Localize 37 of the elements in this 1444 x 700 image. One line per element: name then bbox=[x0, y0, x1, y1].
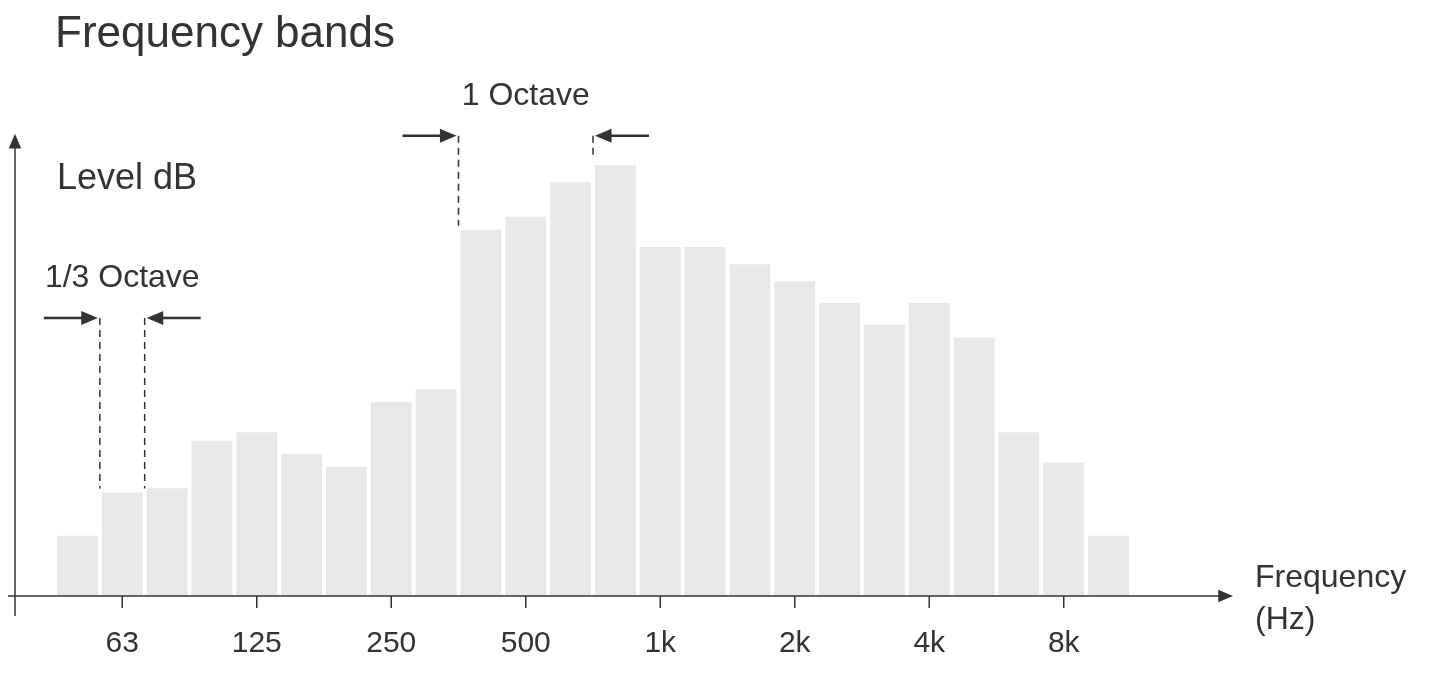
bar bbox=[281, 453, 322, 596]
bar bbox=[1088, 535, 1129, 596]
bar bbox=[370, 402, 412, 596]
bar bbox=[57, 535, 98, 596]
x-tick-label: 2k bbox=[778, 625, 812, 659]
bar bbox=[639, 246, 681, 596]
chart-title: Frequency bands bbox=[55, 6, 395, 56]
x-tick-label: 4k bbox=[913, 625, 947, 659]
bar bbox=[908, 302, 950, 596]
bar bbox=[326, 466, 367, 596]
bar bbox=[684, 246, 726, 596]
bar bbox=[595, 165, 636, 596]
bar bbox=[146, 488, 188, 596]
bar bbox=[953, 337, 995, 596]
bar bbox=[550, 182, 591, 596]
annotation: 1/3 Octave bbox=[44, 257, 200, 294]
bar bbox=[236, 432, 278, 596]
bar bbox=[505, 216, 547, 596]
x-tick-label: 500 bbox=[500, 625, 551, 659]
bar bbox=[729, 264, 771, 596]
bar bbox=[101, 492, 143, 596]
bar bbox=[191, 440, 233, 596]
bar bbox=[819, 302, 860, 596]
x-tick-label: 63 bbox=[105, 625, 139, 659]
x-tick-label: 250 bbox=[366, 625, 417, 659]
text: 1 Octave bbox=[461, 75, 590, 112]
x-tick-label: 8k bbox=[1047, 625, 1081, 659]
bar bbox=[1043, 462, 1085, 596]
y-axis-title: Level dB bbox=[57, 155, 198, 197]
x-tick-label: 1k bbox=[644, 625, 678, 659]
bar bbox=[774, 281, 816, 596]
bar bbox=[415, 389, 457, 596]
bar bbox=[460, 229, 502, 596]
x-tick-label: 125 bbox=[231, 625, 282, 659]
bar bbox=[864, 324, 905, 596]
bar bbox=[998, 432, 1040, 596]
x-axis-title: Frequency (Hz) bbox=[1255, 557, 1407, 636]
